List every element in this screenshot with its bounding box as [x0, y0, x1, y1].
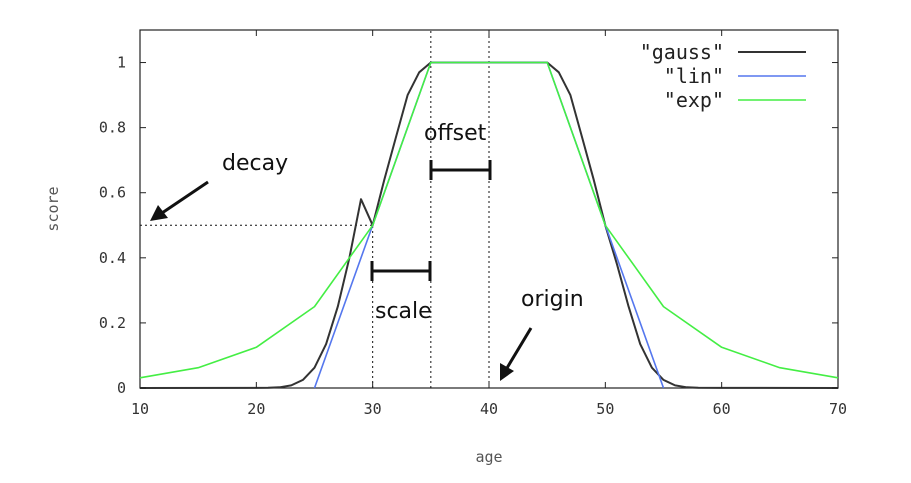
- legend-label-gauss: "gauss": [640, 40, 724, 64]
- y-tick-label: 0.8: [99, 119, 126, 137]
- plot-area: [139, 29, 839, 389]
- y-tick-label: 1: [117, 54, 126, 72]
- legend: "gauss""lin""exp": [640, 40, 806, 112]
- decay-arrow-shaft: [161, 180, 209, 215]
- annotation-origin: origin: [521, 287, 584, 312]
- y-tick-label: 0.4: [99, 249, 126, 267]
- decay-arrow: [150, 180, 209, 221]
- reference-lines: [140, 30, 490, 388]
- x-tick-label: 30: [364, 400, 382, 418]
- series-line-exp: [139, 61, 839, 379]
- x-tick-label: 10: [131, 400, 149, 418]
- origin-arrow-head: [500, 363, 514, 381]
- x-tick-label: 40: [480, 400, 498, 418]
- x-tick-label: 70: [829, 400, 847, 418]
- legend-label-exp: "exp": [664, 88, 724, 112]
- y-tick-label: 0: [117, 379, 126, 397]
- y-axis-ticks: 0 0.2 0.4 0.6 0.8 1: [99, 54, 838, 397]
- x-tick-label: 20: [247, 400, 265, 418]
- scale-bracket: [370, 261, 432, 281]
- x-tick-label: 50: [596, 400, 614, 418]
- offset-bracket: [429, 160, 492, 180]
- annotation-decay: decay: [222, 151, 288, 176]
- legend-label-lin: "lin": [664, 64, 724, 88]
- x-tick-label: 60: [713, 400, 731, 418]
- annotation-scale: scale: [375, 299, 432, 324]
- annotations: decay offset scale origin: [150, 121, 584, 381]
- annotation-offset: offset: [424, 121, 487, 146]
- origin-arrow: [500, 327, 533, 381]
- y-tick-label: 0.6: [99, 184, 126, 202]
- decay-arrow-head: [150, 205, 168, 221]
- y-tick-label: 0.2: [99, 314, 126, 332]
- y-axis-title: score: [44, 186, 62, 231]
- x-axis-ticks: 10 20 30 40 50 60 70: [131, 30, 847, 418]
- series-layer: [139, 61, 839, 389]
- plot-frame: [139, 29, 839, 389]
- origin-arrow-shaft: [505, 327, 533, 369]
- x-axis-title: age: [475, 448, 502, 466]
